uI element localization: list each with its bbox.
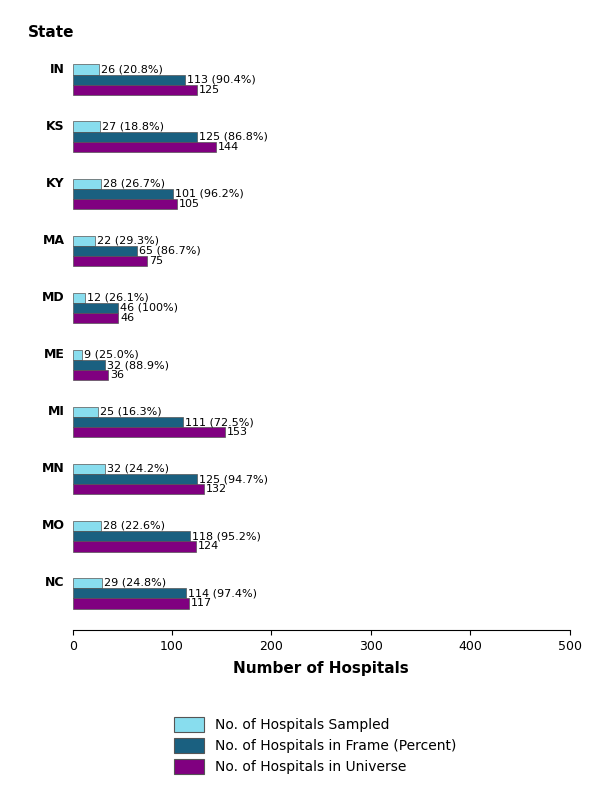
Text: 9 (25.0%): 9 (25.0%) bbox=[84, 350, 138, 360]
Text: 46 (100%): 46 (100%) bbox=[121, 303, 178, 313]
Bar bbox=[73, 236, 95, 246]
Text: 28 (22.6%): 28 (22.6%) bbox=[102, 521, 165, 531]
Bar bbox=[73, 417, 183, 427]
Text: KY: KY bbox=[46, 177, 65, 190]
Bar bbox=[73, 199, 177, 209]
Bar bbox=[73, 74, 185, 85]
Bar bbox=[73, 520, 101, 531]
Legend: No. of Hospitals Sampled, No. of Hospitals in Frame (Percent), No. of Hospitals : No. of Hospitals Sampled, No. of Hospita… bbox=[162, 706, 468, 785]
Bar bbox=[73, 292, 85, 303]
Text: 117: 117 bbox=[191, 599, 212, 608]
Text: 105: 105 bbox=[179, 200, 200, 209]
Bar bbox=[73, 121, 99, 132]
Bar bbox=[73, 484, 204, 494]
Text: 144: 144 bbox=[218, 142, 239, 152]
Text: 65 (86.7%): 65 (86.7%) bbox=[139, 246, 201, 256]
Text: 75: 75 bbox=[149, 256, 164, 266]
Text: IN: IN bbox=[50, 63, 65, 76]
Bar bbox=[73, 427, 225, 437]
Bar bbox=[73, 578, 102, 588]
Text: 36: 36 bbox=[110, 370, 124, 381]
Text: MD: MD bbox=[42, 291, 65, 305]
Text: 118 (95.2%): 118 (95.2%) bbox=[192, 531, 261, 541]
Text: 12 (26.1%): 12 (26.1%) bbox=[87, 292, 148, 303]
Bar bbox=[73, 474, 197, 484]
Text: 46: 46 bbox=[121, 314, 135, 323]
Text: MN: MN bbox=[42, 462, 65, 475]
Text: 125: 125 bbox=[199, 85, 220, 95]
Text: 113 (90.4%): 113 (90.4%) bbox=[187, 75, 256, 85]
Text: 22 (29.3%): 22 (29.3%) bbox=[96, 236, 159, 246]
Bar bbox=[73, 256, 147, 267]
Bar bbox=[73, 303, 118, 314]
Bar bbox=[73, 464, 104, 474]
Bar bbox=[73, 179, 101, 189]
Text: 29 (24.8%): 29 (24.8%) bbox=[104, 578, 165, 588]
Bar bbox=[73, 531, 190, 541]
Text: 124: 124 bbox=[198, 541, 219, 551]
Bar bbox=[73, 314, 118, 323]
Bar bbox=[73, 132, 197, 142]
Text: 153: 153 bbox=[227, 427, 248, 437]
Bar bbox=[73, 85, 197, 95]
Bar bbox=[73, 65, 99, 74]
Text: 125 (86.8%): 125 (86.8%) bbox=[199, 132, 268, 142]
Text: 32 (88.9%): 32 (88.9%) bbox=[107, 360, 168, 370]
Bar bbox=[73, 588, 186, 598]
Text: MO: MO bbox=[42, 520, 65, 532]
Text: NC: NC bbox=[45, 576, 65, 589]
Bar bbox=[73, 350, 82, 360]
Text: KS: KS bbox=[46, 120, 65, 133]
Text: 132: 132 bbox=[206, 484, 227, 494]
Text: MI: MI bbox=[48, 406, 65, 419]
Text: 25 (16.3%): 25 (16.3%) bbox=[99, 406, 161, 417]
Bar bbox=[73, 370, 108, 381]
Text: 26 (20.8%): 26 (20.8%) bbox=[101, 65, 162, 74]
X-axis label: Number of Hospitals: Number of Hospitals bbox=[233, 661, 409, 676]
Bar bbox=[73, 360, 104, 370]
Text: MA: MA bbox=[43, 234, 65, 247]
Text: ME: ME bbox=[44, 348, 65, 361]
Text: 27 (18.8%): 27 (18.8%) bbox=[102, 122, 164, 132]
Bar bbox=[73, 598, 189, 608]
Text: State: State bbox=[28, 25, 75, 40]
Text: 32 (24.2%): 32 (24.2%) bbox=[107, 464, 168, 473]
Bar bbox=[73, 541, 196, 552]
Bar bbox=[73, 142, 216, 152]
Bar bbox=[73, 246, 138, 256]
Bar bbox=[73, 189, 173, 199]
Bar bbox=[73, 406, 98, 417]
Text: 111 (72.5%): 111 (72.5%) bbox=[185, 417, 254, 427]
Text: 114 (97.4%): 114 (97.4%) bbox=[188, 588, 257, 598]
Text: 125 (94.7%): 125 (94.7%) bbox=[199, 474, 268, 484]
Text: 101 (96.2%): 101 (96.2%) bbox=[175, 189, 244, 199]
Text: 28 (26.7%): 28 (26.7%) bbox=[102, 179, 165, 188]
